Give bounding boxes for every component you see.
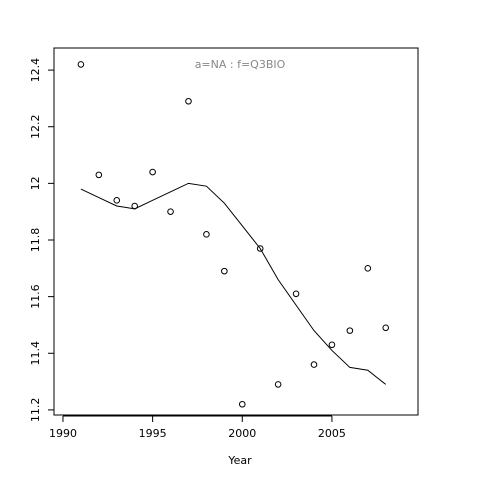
data-point <box>364 265 372 272</box>
data-point <box>113 197 121 204</box>
y-tick-label: 12.2 <box>29 114 42 138</box>
data-point <box>382 324 390 332</box>
data-point <box>185 97 192 105</box>
data-point <box>310 361 318 368</box>
plot-box <box>53 47 419 416</box>
x-tick-label: 2005 <box>318 427 346 440</box>
x-tick-label: 2000 <box>228 427 256 440</box>
data-point <box>203 231 210 238</box>
data-point <box>221 267 228 275</box>
y-tick-label: 12.4 <box>29 58 42 83</box>
data-point <box>77 61 85 68</box>
x-tick-label: 1995 <box>139 427 167 440</box>
smooth-line <box>80 182 387 385</box>
chart-title: a=NA : f=Q3BIO <box>195 58 286 71</box>
y-tick-label: 11.2 <box>29 398 42 423</box>
y-tick-label: 11.4 <box>29 341 42 366</box>
data-point <box>256 245 264 252</box>
data-point <box>149 168 156 176</box>
x-tick-label: 1990 <box>49 427 77 440</box>
y-tick-label: 11.6 <box>29 284 42 309</box>
y-tick-label: 12 <box>29 176 42 190</box>
x-axis-label: Year <box>227 454 252 467</box>
data-point <box>346 327 354 334</box>
data-point <box>167 208 174 215</box>
data-point <box>292 290 300 298</box>
data-point <box>238 400 246 408</box>
data-point <box>328 341 336 349</box>
data-point <box>274 381 282 388</box>
data-point <box>95 171 103 179</box>
y-tick-label: 11.8 <box>29 228 42 253</box>
